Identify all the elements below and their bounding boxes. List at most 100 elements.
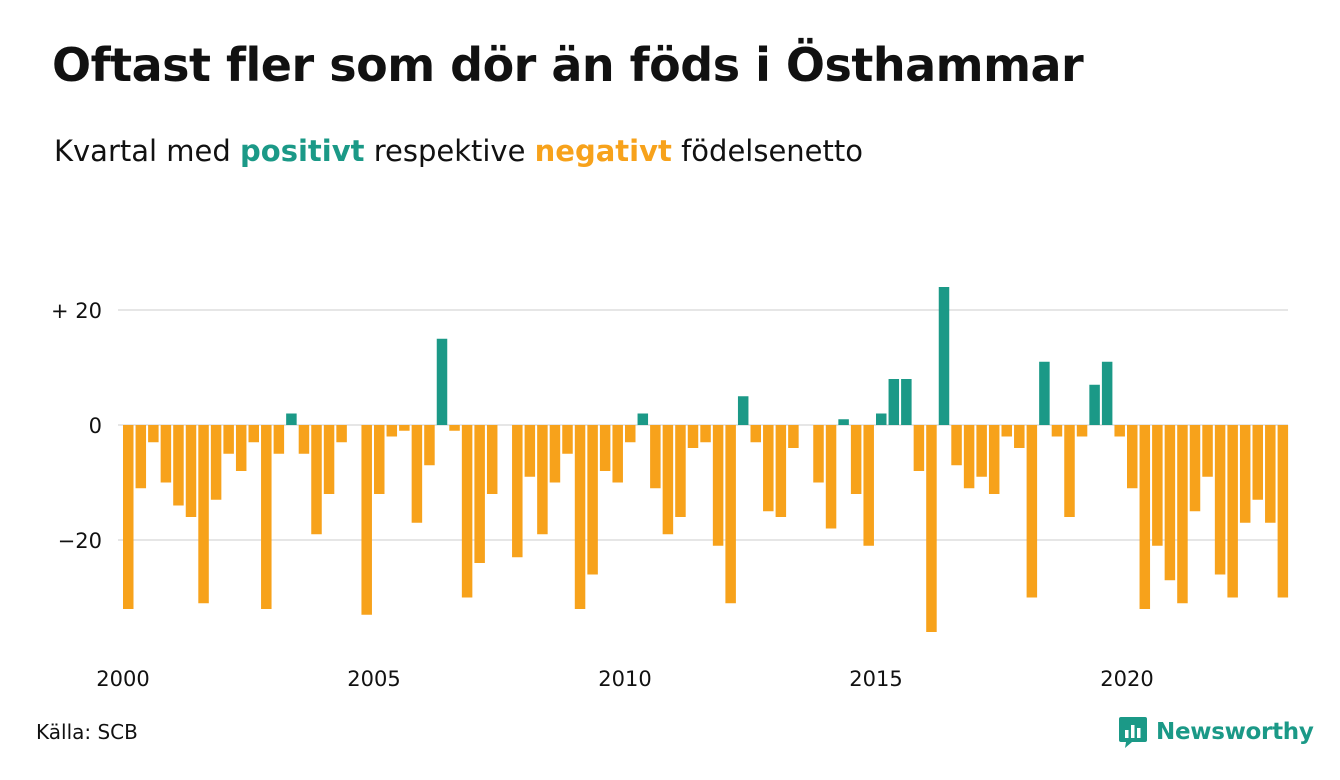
bar-negative <box>1076 425 1088 437</box>
bar-negative <box>599 425 611 471</box>
bar-negative <box>574 425 586 609</box>
bar-negative <box>273 425 285 454</box>
bar-negative <box>700 425 711 443</box>
bar-positive <box>838 419 849 425</box>
bar-positive <box>637 413 649 425</box>
newsworthy-logo: Newsworthy <box>1118 715 1314 749</box>
bar-negative <box>988 425 1000 494</box>
bar-negative <box>524 425 536 477</box>
bar-negative <box>474 425 485 563</box>
bar-negative <box>311 425 322 535</box>
bar-negative <box>248 425 259 443</box>
bar-negative <box>625 425 636 443</box>
bar-negative <box>424 425 435 466</box>
bar-negative <box>662 425 674 535</box>
bar-negative <box>675 425 686 517</box>
bar-negative <box>813 425 824 483</box>
bar-negative <box>336 425 347 443</box>
bar-negative <box>537 425 548 535</box>
chart-subtitle: Kvartal med positivt respektive negativt… <box>54 134 863 168</box>
bar-negative <box>587 425 598 575</box>
bar-positive <box>286 413 297 425</box>
bar-negative <box>399 425 410 431</box>
bar-negative <box>926 425 937 632</box>
bar-negative <box>1164 425 1176 581</box>
bar-negative <box>449 425 460 431</box>
bar-negative <box>198 425 209 604</box>
bar-negative <box>1177 425 1188 604</box>
bar-negative <box>1202 425 1213 477</box>
bar-negative <box>411 425 423 523</box>
bar-negative <box>612 425 623 483</box>
bar-negative <box>1227 425 1238 598</box>
subtitle-middle: respektive <box>373 134 526 168</box>
x-tick-label: 2015 <box>849 667 902 691</box>
bar-negative <box>1189 425 1201 512</box>
bar-positive <box>436 338 448 425</box>
bar-negative <box>725 425 736 604</box>
bar-negative <box>1265 425 1276 523</box>
newsworthy-brand-text: Newsworthy <box>1156 719 1314 745</box>
bar-positive <box>876 413 887 425</box>
bar-negative <box>223 425 234 454</box>
bar-negative <box>951 425 962 466</box>
bar-negative <box>1051 425 1063 437</box>
bar-positive <box>888 379 900 425</box>
bar-negative <box>687 425 699 448</box>
bar-negative <box>361 425 372 615</box>
x-tick-label: 2005 <box>347 667 400 691</box>
subtitle-suffix: födelsenetto <box>681 134 863 168</box>
bar-negative <box>123 425 134 609</box>
bar-positive <box>1101 361 1113 425</box>
bar-negative <box>1114 425 1125 437</box>
bar-negative <box>750 425 761 443</box>
bar-negative <box>650 425 661 489</box>
bar-negative <box>135 425 147 489</box>
subtitle-positive-label: positivt <box>240 134 365 168</box>
bar-negative <box>863 425 874 546</box>
bar-negative <box>1214 425 1226 575</box>
bar-positive <box>901 379 912 425</box>
bar-negative <box>1277 425 1289 598</box>
bar-negative <box>1127 425 1138 489</box>
bar-negative <box>1139 425 1151 609</box>
bar-negative <box>712 425 724 546</box>
bar-negative <box>549 425 561 483</box>
bar-negative <box>1252 425 1263 500</box>
x-tick-label: 2020 <box>1100 667 1153 691</box>
subtitle-prefix: Kvartal med <box>54 134 231 168</box>
bar-negative <box>323 425 335 494</box>
bar-negative <box>1152 425 1163 546</box>
bar-negative <box>374 425 385 494</box>
bar-negative <box>788 425 799 448</box>
bar-negative <box>963 425 975 489</box>
bar-negative <box>486 425 498 494</box>
bar-negative <box>160 425 172 483</box>
bar-negative <box>298 425 310 454</box>
subtitle-negative-label: negativt <box>534 134 672 168</box>
bar-positive <box>1089 384 1100 425</box>
bar-positive <box>1039 361 1050 425</box>
bar-negative <box>185 425 197 517</box>
bar-negative <box>461 425 473 598</box>
bar-negative <box>235 425 247 471</box>
bar-negative <box>775 425 787 517</box>
bar-negative <box>1014 425 1025 448</box>
y-tick-label: 0 <box>89 414 102 438</box>
y-tick-label: −20 <box>58 529 102 553</box>
bar-negative <box>976 425 987 477</box>
chart-title: Oftast fler som dör än föds i Östhammar <box>52 38 1084 92</box>
bar-positive <box>938 287 950 425</box>
bar-negative <box>1239 425 1251 523</box>
bar-negative <box>825 425 837 529</box>
bar-negative <box>210 425 222 500</box>
bar-negative <box>512 425 523 558</box>
bar-negative <box>148 425 159 443</box>
bar-negative <box>173 425 184 506</box>
bar-negative <box>562 425 573 454</box>
bar-negative <box>1026 425 1038 598</box>
bar-negative <box>261 425 272 609</box>
x-tick-label: 2010 <box>598 667 651 691</box>
bar-negative <box>1001 425 1012 437</box>
